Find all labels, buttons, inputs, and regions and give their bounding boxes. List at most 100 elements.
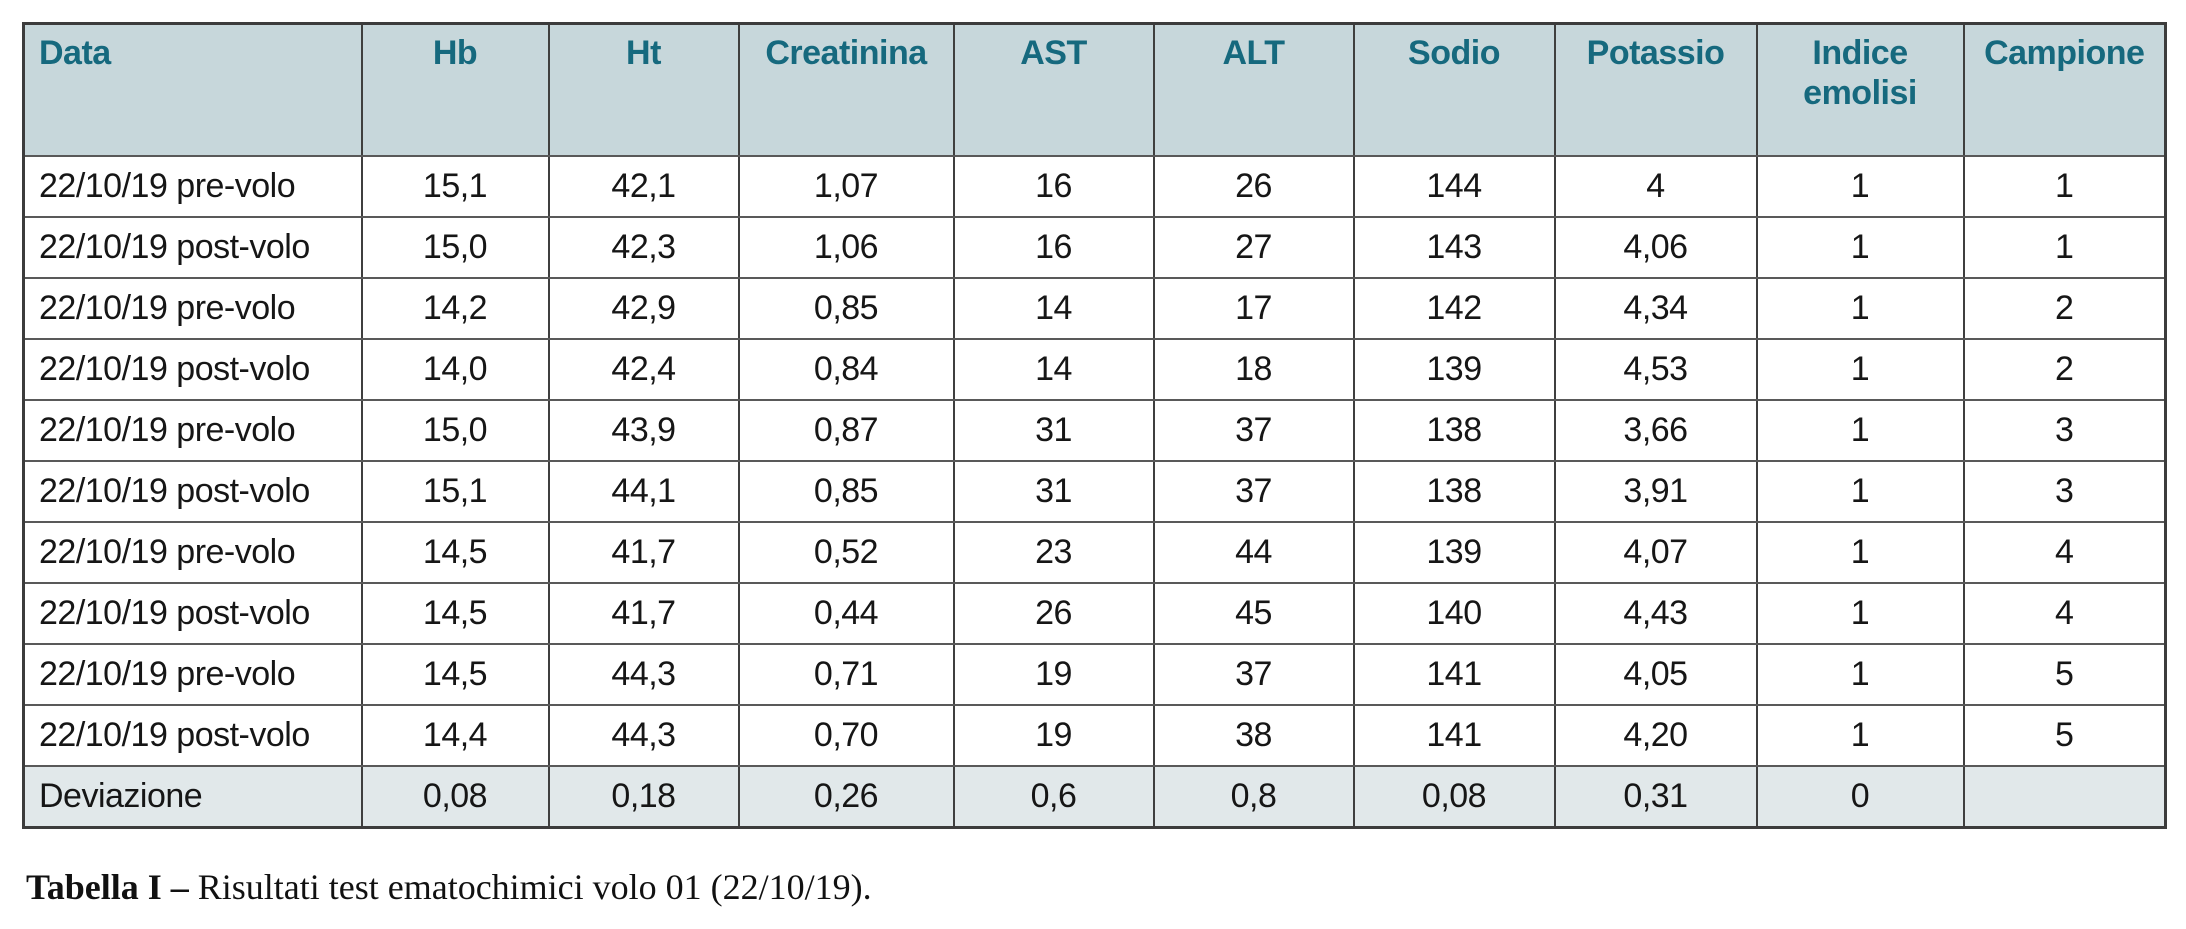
table-cell: 4 [1553, 155, 1758, 218]
table-cell: 0,08 [1352, 765, 1556, 829]
table-cell: 14,0 [360, 338, 550, 401]
table-row: 22/10/19 pre-volo 15,0 43,9 0,87 31 37 138 3,66… [22, 399, 2167, 462]
table-cell: 140 [1352, 582, 1556, 645]
table-cell: 1 [1755, 399, 1965, 462]
table-caption-text: Risultati test ematochimici volo 01 (22/… [188, 867, 872, 907]
table-cell: 4,34 [1553, 277, 1758, 340]
table-cell: 4,43 [1553, 582, 1758, 645]
header-row: Data Hb Ht Creatinina AST ALT Sodio Potassio Ind… [22, 22, 2167, 157]
table-cell: 5 [1962, 704, 2167, 767]
table-cell: 44 [1152, 521, 1355, 584]
table-cell: 14 [952, 338, 1155, 401]
table-cell: 22/10/19 post-volo [22, 460, 363, 523]
table-cell: 141 [1352, 704, 1556, 767]
table-cell: 22/10/19 post-volo [22, 338, 363, 401]
table-cell: 4,53 [1553, 338, 1758, 401]
table-caption-label: Tabella I – [26, 867, 189, 907]
table-cell: 144 [1352, 155, 1556, 218]
table-cell: 0,44 [737, 582, 955, 645]
table-caption: Tabella I – Risultati test ematochimici … [26, 866, 2156, 908]
table-cell: 4 [1962, 582, 2167, 645]
table-cell: 15,1 [360, 460, 550, 523]
header-cell: Sodio [1352, 22, 1556, 157]
table-cell: 4,06 [1553, 216, 1758, 279]
results-table: Data Hb Ht Creatinina AST ALT Sodio Potassio Ind… [22, 22, 2167, 829]
table-cell: 14,5 [360, 643, 550, 706]
table-cell: 42,9 [547, 277, 740, 340]
table-cell: 37 [1152, 643, 1355, 706]
table-row: 22/10/19 post-volo 14,4 44,3 0,70 19 38 141 4,2… [22, 704, 2167, 767]
table-cell: 143 [1352, 216, 1556, 279]
table-cell: 22/10/19 pre-volo [22, 521, 363, 584]
table-cell: 42,4 [547, 338, 740, 401]
table-cell: 0,6 [952, 765, 1155, 829]
table-cell: 22/10/19 post-volo [22, 582, 363, 645]
table-cell: 0,87 [737, 399, 955, 462]
table-cell: 4,05 [1553, 643, 1758, 706]
table-cell: 26 [1152, 155, 1355, 218]
table-cell: 45 [1152, 582, 1355, 645]
table-cell: 14,2 [360, 277, 550, 340]
table-cell: 43,9 [547, 399, 740, 462]
table-cell: 16 [952, 216, 1155, 279]
table-cell: 42,3 [547, 216, 740, 279]
table-cell: 0,18 [547, 765, 740, 829]
table-cell: 4,07 [1553, 521, 1758, 584]
table-cell: 14,4 [360, 704, 550, 767]
table-cell: 44,3 [547, 704, 740, 767]
table-cell: 0,84 [737, 338, 955, 401]
table-cell: 1,06 [737, 216, 955, 279]
table-cell: 0,31 [1553, 765, 1758, 829]
table-cell: 1 [1755, 704, 1965, 767]
table-cell: 1 [1755, 338, 1965, 401]
header-cell: Ht [547, 22, 740, 157]
table-cell: 14 [952, 277, 1155, 340]
table-cell: 22/10/19 pre-volo [22, 277, 363, 340]
table-cell: 1 [1962, 155, 2167, 218]
table-cell: 14,5 [360, 521, 550, 584]
table-cell [1962, 765, 2167, 829]
table-cell: 16 [952, 155, 1155, 218]
table-cell: 0,71 [737, 643, 955, 706]
header-cell: Potassio [1553, 22, 1758, 157]
table-cell: 31 [952, 460, 1155, 523]
table-cell: 0,26 [737, 765, 955, 829]
table-row: 22/10/19 pre-volo 14,2 42,9 0,85 14 17 142 4,34… [22, 277, 2167, 340]
table-row: 22/10/19 post-volo 14,5 41,7 0,44 26 45 140 4,4… [22, 582, 2167, 645]
header-cell: Creatinina [737, 22, 955, 157]
header-cell: Data [22, 22, 363, 157]
table-cell: 138 [1352, 399, 1556, 462]
table-cell: 1 [1755, 521, 1965, 584]
table-row: 22/10/19 pre-volo 15,1 42,1 1,07 16 26 144 4 1 1 [22, 155, 2167, 218]
table-cell: 0,85 [737, 277, 955, 340]
table-cell: 3 [1962, 460, 2167, 523]
table-cell: 22/10/19 pre-volo [22, 155, 363, 218]
table-cell: 142 [1352, 277, 1556, 340]
header-cell: Indice emolisi [1755, 22, 1965, 157]
header-cell: Hb [360, 22, 550, 157]
table-cell: 2 [1962, 277, 2167, 340]
table-cell: 31 [952, 399, 1155, 462]
table-cell: 22/10/19 pre-volo [22, 399, 363, 462]
table-cell: 38 [1152, 704, 1355, 767]
table-cell: 1 [1755, 582, 1965, 645]
table-cell: 0,08 [360, 765, 550, 829]
table-cell: 141 [1352, 643, 1556, 706]
table-cell: 5 [1962, 643, 2167, 706]
table-cell: 18 [1152, 338, 1355, 401]
table-cell: 0,85 [737, 460, 955, 523]
deviation-row: Deviazione 0,08 0,18 0,26 0,6 0,8 0,08 0,31 0 [22, 765, 2167, 829]
table-cell: 4,20 [1553, 704, 1758, 767]
table-cell: 1 [1755, 155, 1965, 218]
table-cell: 15,0 [360, 399, 550, 462]
table-cell: 138 [1352, 460, 1556, 523]
table-row: 22/10/19 pre-volo 14,5 44,3 0,71 19 37 141 4,05… [22, 643, 2167, 706]
table-cell: 1 [1755, 216, 1965, 279]
table-cell: 41,7 [547, 582, 740, 645]
header-cell: AST [952, 22, 1155, 157]
table-cell: 41,7 [547, 521, 740, 584]
table-cell: 14,5 [360, 582, 550, 645]
table-cell: 22/10/19 post-volo [22, 216, 363, 279]
table-cell: 26 [952, 582, 1155, 645]
